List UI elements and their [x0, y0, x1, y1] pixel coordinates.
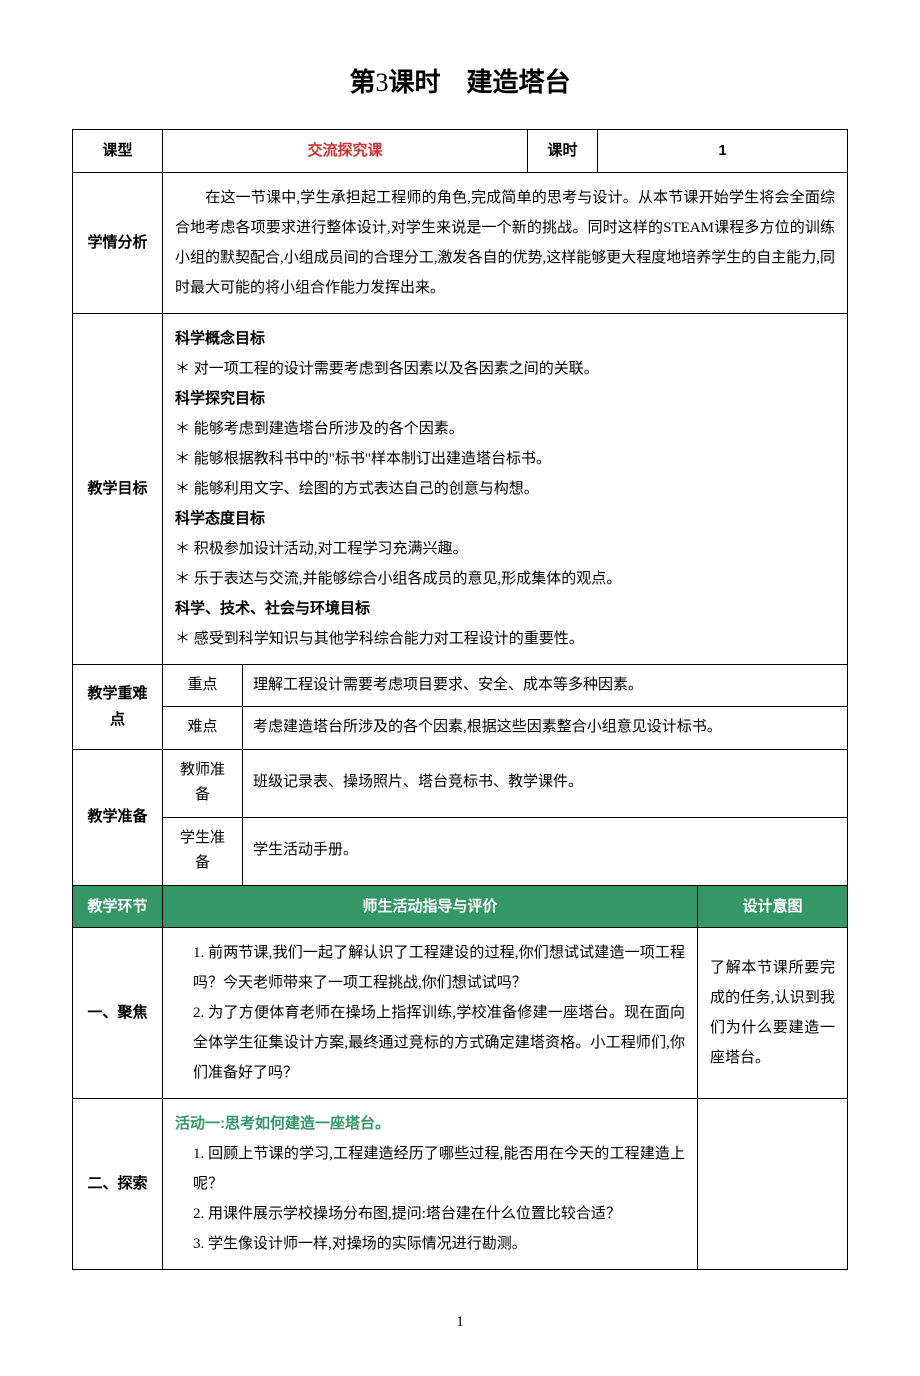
explore-p2: 2. 用课件展示学校操场分布图,提问:塔台建在什么位置比较合适？: [175, 1199, 685, 1229]
type-value: 交流探究课: [163, 130, 528, 173]
focus-p1: 1. 前两节课,我们一起了解认识了工程建设的过程,你们想试试建造一项工程吗？今天…: [175, 938, 685, 998]
explore-intent: [698, 1099, 848, 1270]
lesson-table: 课型 交流探究课 课时 1 学情分析 在这一节课中,学生承担起工程师的角色,完成…: [72, 129, 848, 1270]
gh-col1: 教学环节: [73, 885, 163, 928]
goal-l1: ＊ 对一项工程的设计需要考虑到各因素以及各因素之间的关联。: [175, 354, 835, 384]
label-situation: 学情分析: [73, 172, 163, 313]
prep-t-text: 班级记录表、操场照片、塔台竞标书、教学课件。: [243, 749, 848, 817]
focus-content: 1. 前两节课,我们一起了解认识了工程建设的过程,你们想试试建造一项工程吗？今天…: [163, 928, 698, 1099]
title-mid: 课时: [388, 67, 440, 97]
row-situation: 学情分析 在这一节课中,学生承担起工程师的角色,完成简单的思考与设计。从本节课开…: [73, 172, 848, 313]
goal-h2: 科学探究目标: [175, 384, 835, 414]
row-prep-t: 教学准备 教师准备 班级记录表、操场照片、塔台竞标书、教学课件。: [73, 749, 848, 817]
title-num: 3: [375, 68, 388, 97]
label-kd: 教学重难点: [73, 664, 163, 749]
title-prefix: 第: [349, 67, 375, 97]
title-gap: [441, 67, 467, 97]
label-goals: 教学目标: [73, 313, 163, 664]
label-focus: 一、聚焦: [73, 928, 163, 1099]
focus-intent: 了解本节课所要完成的任务,认识到我们为什么要建造一座塔台。: [698, 928, 848, 1099]
row-prep-s: 学生准备 学生活动手册。: [73, 817, 848, 885]
page-number: 1: [72, 1310, 848, 1336]
goal-h3: 科学态度目标: [175, 504, 835, 534]
k-text: 理解工程设计需要考虑项目要求、安全、成本等多种因素。: [243, 664, 848, 707]
hours-value: 1: [598, 130, 848, 173]
row-green-header: 教学环节 师生活动指导与评价 设计意图: [73, 885, 848, 928]
goals-block: 科学概念目标 ＊ 对一项工程的设计需要考虑到各因素以及各因素之间的关联。 科学探…: [163, 313, 848, 664]
label-hours: 课时: [528, 130, 598, 173]
d-label: 难点: [163, 707, 243, 750]
goal-l7: ＊ 感受到科学知识与其他学科综合能力对工程设计的重要性。: [175, 624, 835, 654]
goal-h4: 科学、技术、社会与环境目标: [175, 594, 835, 624]
explore-p1: 1. 回顾上节课的学习,工程建造经历了哪些过程,能否用在今天的工程建造上呢？: [175, 1139, 685, 1199]
row-explore: 二、探索 活动一:思考如何建造一座塔台。 1. 回顾上节课的学习,工程建造经历了…: [73, 1099, 848, 1270]
goal-l4: ＊ 能够利用文字、绘图的方式表达自己的创意与构想。: [175, 474, 835, 504]
row-focus: 一、聚焦 1. 前两节课,我们一起了解认识了工程建设的过程,你们想试试建造一项工…: [73, 928, 848, 1099]
goal-h1: 科学概念目标: [175, 324, 835, 354]
row-key: 教学重难点 重点 理解工程设计需要考虑项目要求、安全、成本等多种因素。: [73, 664, 848, 707]
goal-l3: ＊ 能够根据教科书中的"标书"样本制订出建造塔台标书。: [175, 444, 835, 474]
focus-p2: 2. 为了方便体育老师在操场上指挥训练,学校准备修建一座塔台。现在面向全体学生征…: [175, 998, 685, 1088]
goal-l5: ＊ 积极参加设计活动,对工程学习充满兴趣。: [175, 534, 835, 564]
explore-act1: 活动一:思考如何建造一座塔台。: [175, 1109, 685, 1139]
gh-col2: 师生活动指导与评价: [163, 885, 698, 928]
goal-l6: ＊ 乐于表达与交流,并能够综合小组各成员的意见,形成集体的观点。: [175, 564, 835, 594]
prep-t-label: 教师准备: [163, 749, 243, 817]
label-prep: 教学准备: [73, 749, 163, 885]
prep-s-text: 学生活动手册。: [243, 817, 848, 885]
title-name: 建造塔台: [467, 67, 571, 97]
explore-content: 活动一:思考如何建造一座塔台。 1. 回顾上节课的学习,工程建造经历了哪些过程,…: [163, 1099, 698, 1270]
k-label: 重点: [163, 664, 243, 707]
d-text: 考虑建造塔台所涉及的各个因素,根据这些因素整合小组意见设计标书。: [243, 707, 848, 750]
row-diff: 难点 考虑建造塔台所涉及的各个因素,根据这些因素整合小组意见设计标书。: [73, 707, 848, 750]
gh-col3: 设计意图: [698, 885, 848, 928]
label-explore: 二、探索: [73, 1099, 163, 1270]
prep-s-label: 学生准备: [163, 817, 243, 885]
situation-text: 在这一节课中,学生承担起工程师的角色,完成简单的思考与设计。从本节课开始学生将会…: [163, 172, 848, 313]
goal-l2: ＊ 能够考虑到建造塔台所涉及的各个因素。: [175, 414, 835, 444]
page-title: 第3课时 建造塔台: [72, 60, 848, 105]
row-goals: 教学目标 科学概念目标 ＊ 对一项工程的设计需要考虑到各因素以及各因素之间的关联…: [73, 313, 848, 664]
row-type: 课型 交流探究课 课时 1: [73, 130, 848, 173]
label-type: 课型: [73, 130, 163, 173]
explore-p3: 3. 学生像设计师一样,对操场的实际情况进行勘测。: [175, 1229, 685, 1259]
